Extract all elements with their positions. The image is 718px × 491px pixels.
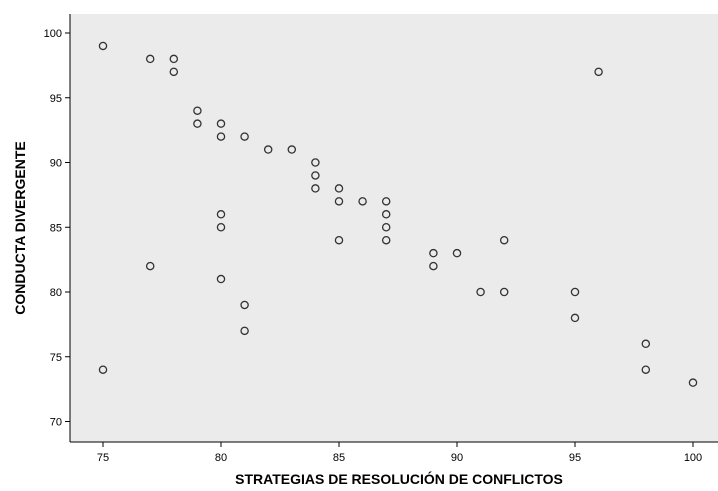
data-point — [499, 235, 509, 245]
x-axis-title: STRATEGIAS DE RESOLUCIÓN DE CONFLICTOS — [235, 470, 563, 486]
plot-area — [70, 14, 718, 442]
x-axis: 75 80 85 90 95 100 — [70, 441, 718, 464]
data-point — [429, 248, 438, 258]
x-tick-label: 75 — [97, 452, 109, 464]
y-tick-label: 95 — [50, 93, 62, 105]
y-tick-label: 75 — [50, 352, 62, 364]
data-point — [311, 158, 320, 167]
data-point — [476, 287, 485, 297]
x-tick-label: 90 — [451, 452, 463, 464]
x-tick-label: 95 — [569, 452, 581, 464]
y-axis-title: CONDUCTA DIVERGENTE — [12, 141, 28, 314]
data-points — [98, 41, 698, 387]
data-point — [240, 300, 249, 310]
data-point — [216, 274, 226, 284]
data-point — [570, 287, 580, 297]
y-tick-label: 90 — [50, 158, 62, 170]
data-point — [499, 287, 509, 297]
data-point — [98, 365, 108, 374]
data-point — [287, 145, 297, 154]
y-axis: 70 75 80 85 90 95 100 — [44, 14, 71, 442]
data-point — [334, 197, 344, 206]
y-tick-label: 100 — [44, 28, 62, 40]
data-point — [216, 132, 226, 141]
data-point — [145, 261, 155, 271]
data-point — [381, 197, 391, 206]
data-point — [193, 106, 202, 115]
data-point — [381, 222, 391, 232]
x-tick-label: 100 — [684, 452, 702, 464]
data-point — [452, 248, 462, 258]
data-point — [193, 119, 202, 128]
data-point — [240, 132, 249, 141]
data-point — [311, 184, 320, 193]
data-point — [145, 54, 155, 64]
data-point — [98, 41, 108, 51]
y-tick-label: 70 — [50, 417, 62, 429]
data-point — [641, 365, 651, 374]
data-point — [358, 197, 367, 206]
data-point — [263, 145, 273, 154]
data-point — [334, 235, 344, 245]
data-point — [216, 222, 226, 232]
data-point — [688, 378, 698, 387]
data-point — [169, 67, 179, 77]
data-point — [216, 119, 226, 128]
data-point — [429, 261, 438, 271]
y-tick-label: 85 — [50, 222, 62, 234]
x-tick-label: 85 — [333, 452, 345, 464]
data-point — [240, 326, 249, 336]
data-point — [311, 171, 320, 180]
x-tick-label: 80 — [215, 452, 227, 464]
data-point — [641, 339, 651, 349]
data-point — [594, 67, 603, 77]
data-point — [216, 210, 226, 219]
y-tick-label: 80 — [50, 287, 62, 299]
data-point — [381, 235, 391, 245]
data-point — [169, 54, 179, 64]
data-point — [570, 313, 580, 323]
data-point — [334, 184, 344, 193]
data-point — [381, 210, 391, 219]
